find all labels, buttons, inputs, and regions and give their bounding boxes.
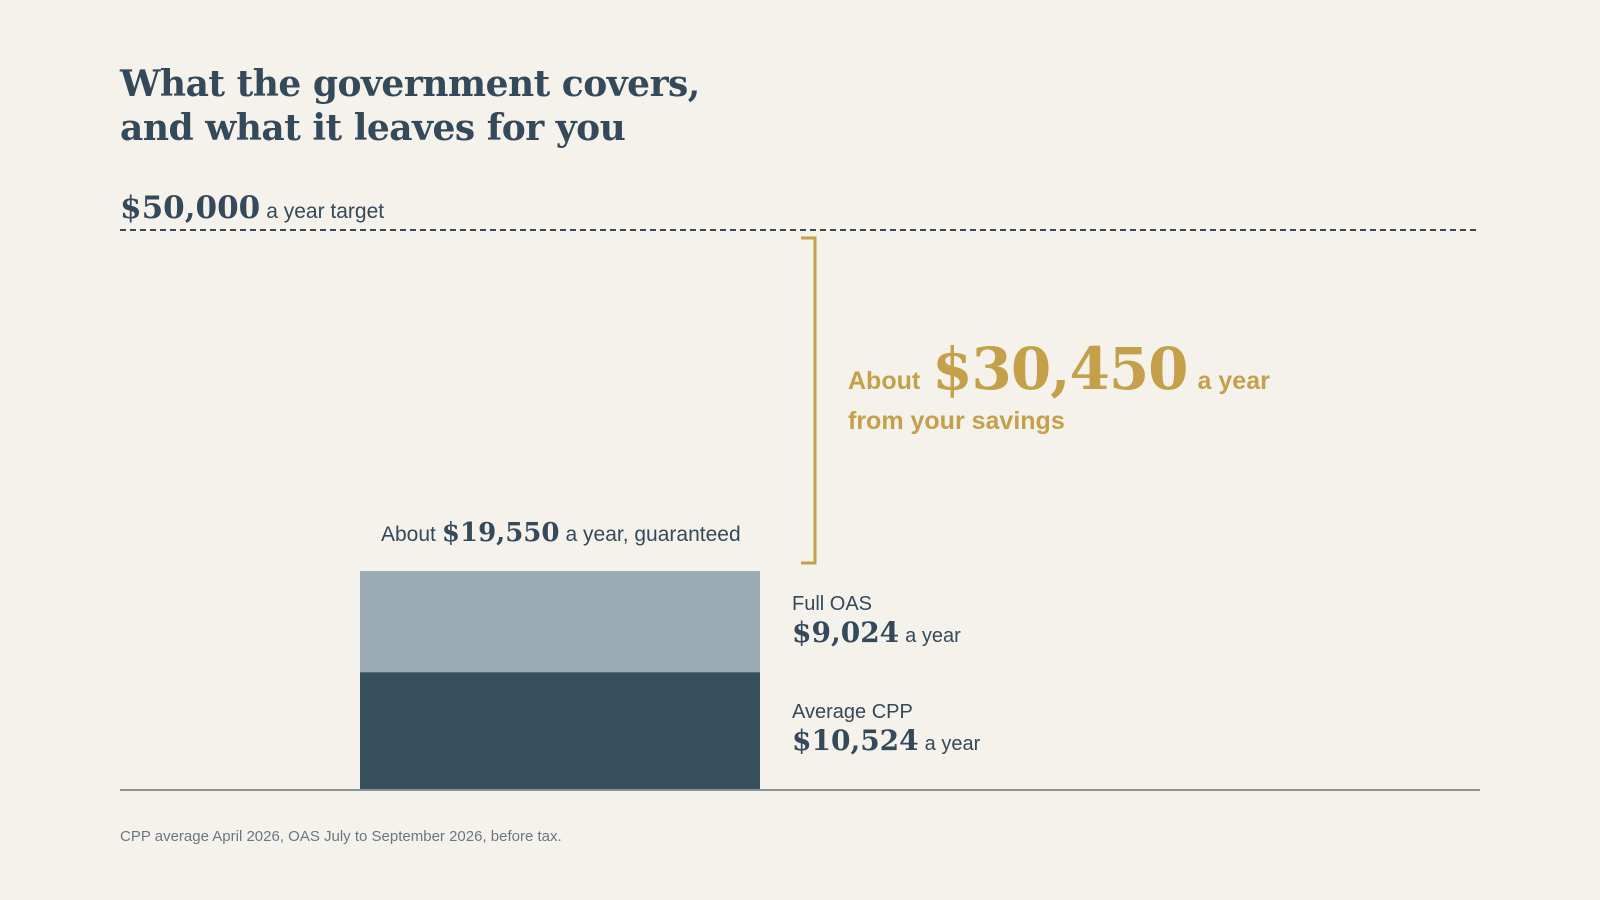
gap-suffix: a year bbox=[1197, 367, 1270, 395]
target-unit: a year target bbox=[266, 200, 385, 223]
cpp-unit: a year bbox=[924, 733, 981, 755]
chart-title-line-2: and what it leaves for you bbox=[120, 107, 626, 149]
oas-segment-label: Full OAS $9,024 a year bbox=[792, 593, 961, 649]
target-amount: $50,000 bbox=[120, 190, 261, 226]
guaranteed-prefix: About bbox=[381, 523, 436, 546]
footnote: CPP average April 2026, OAS July to Sept… bbox=[120, 828, 562, 845]
oas-amount: $9,024 bbox=[792, 616, 900, 649]
gap-bracket bbox=[801, 236, 817, 565]
guaranteed-suffix: a year, guaranteed bbox=[565, 523, 741, 546]
oas-unit: a year bbox=[905, 625, 961, 647]
oas-name: Full OAS bbox=[792, 593, 873, 615]
cpp-segment-label: Average CPP $10,524 a year bbox=[792, 701, 980, 757]
gap-line-2: from your savings bbox=[848, 407, 1065, 435]
gap-amount: $30,450 bbox=[932, 335, 1188, 403]
guaranteed-total-label: About $19,550 a year, guaranteed bbox=[381, 518, 741, 548]
gap-line-1: About $30,450 a year bbox=[848, 335, 1270, 403]
cpp-name: Average CPP bbox=[792, 701, 913, 723]
gap-label: About $30,450 a year from your savings bbox=[848, 335, 1270, 436]
chart-title-line-1: What the government covers, bbox=[120, 63, 700, 105]
guaranteed-amount: $19,550 bbox=[441, 518, 560, 548]
chart-title: What the government covers, and what it … bbox=[120, 62, 700, 150]
bar-segment-cpp bbox=[360, 672, 760, 790]
bar-segment-oas bbox=[360, 571, 760, 673]
cpp-amount: $10,524 bbox=[792, 724, 919, 757]
target-label: $50,000 a year target bbox=[120, 190, 384, 226]
gap-prefix: About bbox=[848, 367, 921, 395]
